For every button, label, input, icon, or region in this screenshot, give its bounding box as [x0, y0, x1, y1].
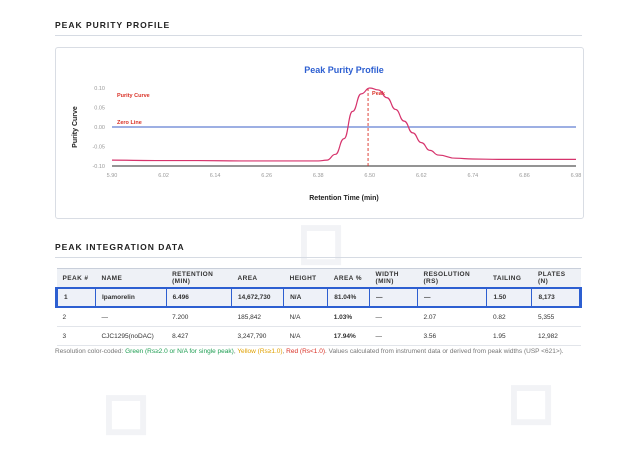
y-tick-label: 0.00	[94, 125, 105, 131]
table-cell: 1	[55, 287, 96, 308]
y-axis-label: Purity Curve	[72, 106, 79, 148]
series-label: Purity Curve	[117, 93, 150, 99]
table-cell: 14,672,730	[230, 287, 285, 308]
x-tick-label: 6.26	[261, 173, 272, 179]
column-header: WIDTH (MIN)	[369, 268, 418, 289]
integration-table: PEAK # NAME RETENTION (MIN) AREA HEIGHT AREA …	[55, 268, 582, 346]
table-cell: 0.82	[486, 307, 532, 327]
peak-marker-label: Peak	[372, 91, 386, 97]
table-cell: 6.496	[165, 287, 233, 308]
watermark-glyph: ◇	[75, 364, 169, 458]
column-header: AREA	[231, 268, 284, 289]
y-tick-label: -0.05	[92, 145, 105, 151]
table-cell: 17.94%	[327, 326, 370, 346]
x-tick-label: 6.50	[364, 173, 375, 179]
table-cell: 81.04%	[327, 287, 371, 308]
note-yellow: Yellow (Rs≥1.0)	[237, 348, 283, 355]
column-header: TAILING	[486, 268, 532, 289]
table-cell: 7.200	[166, 307, 232, 327]
y-tick-label: 0.05	[94, 106, 105, 112]
table-cell: 185,842	[231, 307, 284, 327]
section-title-purity: PEAK PURITY PROFILE	[55, 20, 171, 30]
table-cell: 8,173	[531, 287, 582, 308]
column-header: RESOLUTION (RS)	[417, 268, 487, 289]
note-sep: ,	[282, 348, 287, 355]
table-cell: CJC1295(noDAC)	[95, 326, 167, 346]
table-cell: 3.56	[417, 326, 487, 346]
note-red: Red (Rs<1.0)	[286, 348, 326, 355]
y-tick-label: 0.10	[94, 86, 105, 92]
table-cell: —	[369, 287, 418, 308]
table-cell: 2.07	[417, 307, 487, 327]
column-header: HEIGHT	[283, 268, 328, 289]
table-cell: 5,355	[531, 307, 581, 327]
table-cell: —	[416, 287, 488, 308]
y-tick-label: -0.10	[92, 164, 105, 170]
table-body: 1 Ipamorelin 6.496 14,672,730 N/A 81.04% — —1.5…	[55, 287, 582, 346]
purity-curve-line	[111, 87, 576, 162]
watermark-glyph: ◇	[480, 354, 574, 448]
section-divider	[55, 35, 582, 36]
column-header: AREA %	[327, 268, 370, 289]
x-tick-label: 6.02	[158, 173, 169, 179]
table-cell: N/A	[283, 326, 328, 346]
note-green: Green (Rs≥2.0 or N/A for single peak)	[125, 348, 234, 355]
x-axis-label: Retention Time (min)	[309, 195, 378, 202]
table-cell: 1.50	[486, 287, 533, 308]
table-row: 2—7.200 185,842 N/A 1.03% —2.07 0.82 5,355	[56, 307, 581, 327]
note-sep: ,	[233, 348, 238, 355]
column-header: NAME	[95, 268, 167, 289]
zero-line-label: Zero Line	[117, 120, 142, 126]
x-tick-label: 6.62	[416, 173, 427, 179]
x-tick-label: 6.38	[313, 173, 324, 179]
column-header: PEAK #	[56, 268, 96, 289]
chart-title: Peak Purity Profile	[304, 65, 384, 75]
table-cell: 3,247,790	[231, 326, 284, 346]
table-cell: 1.03%	[327, 307, 370, 327]
purity-chart: Peak Purity Profile 0.10 0.05 0.00 -0.05 -0.1…	[72, 65, 582, 202]
table-cell: —	[369, 326, 418, 346]
chart-card: Peak Purity Profile 0.10 0.05 0.00 -0.05 -0.1…	[55, 47, 584, 219]
section-divider	[55, 257, 582, 258]
note-suffix: . Values calculated from instrument data…	[325, 348, 564, 355]
x-tick-label: 5.90	[107, 173, 118, 179]
table-row: 3 CJC1295(noDAC) 8.427 3,247,790 N/A 17.94% —3…	[56, 326, 581, 346]
column-header: PLATES (N)	[531, 268, 581, 289]
x-tick-label: 6.98	[571, 173, 582, 179]
note-prefix: Resolution color-coded:	[55, 348, 126, 355]
table-header-row: PEAK # NAME RETENTION (MIN) AREA HEIGHT AREA …	[56, 268, 581, 289]
table-row: 1 Ipamorelin 6.496 14,672,730 N/A 81.04% — —1.5…	[55, 287, 582, 308]
table-cell: 3	[56, 326, 96, 346]
resolution-note: Resolution color-coded: Green (Rs≥2.0 or…	[55, 348, 595, 355]
table-cell: 1.95	[486, 326, 532, 346]
x-tick-label: 6.74	[468, 173, 479, 179]
table-cell: —	[95, 307, 167, 327]
x-tick-label: 6.86	[519, 173, 530, 179]
table-cell: —	[369, 307, 418, 327]
table-cell: 2	[56, 307, 96, 327]
column-header: RETENTION (MIN)	[166, 268, 232, 289]
table-cell: Ipamorelin	[94, 287, 167, 308]
section-title-integration: PEAK INTEGRATION DATA	[55, 242, 185, 252]
table-cell: N/A	[283, 287, 329, 308]
table-cell: N/A	[283, 307, 328, 327]
x-tick-label: 6.14	[210, 173, 221, 179]
table-cell: 8.427	[166, 326, 232, 346]
table-cell: 12,982	[531, 326, 581, 346]
